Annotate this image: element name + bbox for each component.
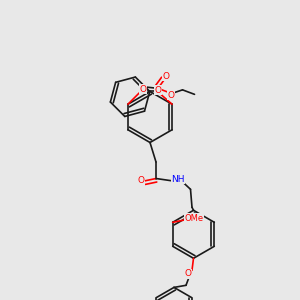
Text: O: O — [154, 86, 161, 95]
Text: OMe: OMe — [185, 214, 204, 223]
Text: O: O — [185, 269, 192, 278]
Text: O: O — [163, 72, 170, 81]
Text: O: O — [140, 85, 146, 94]
Text: O: O — [168, 91, 175, 100]
Text: O: O — [137, 176, 145, 185]
Text: NH: NH — [171, 175, 185, 184]
